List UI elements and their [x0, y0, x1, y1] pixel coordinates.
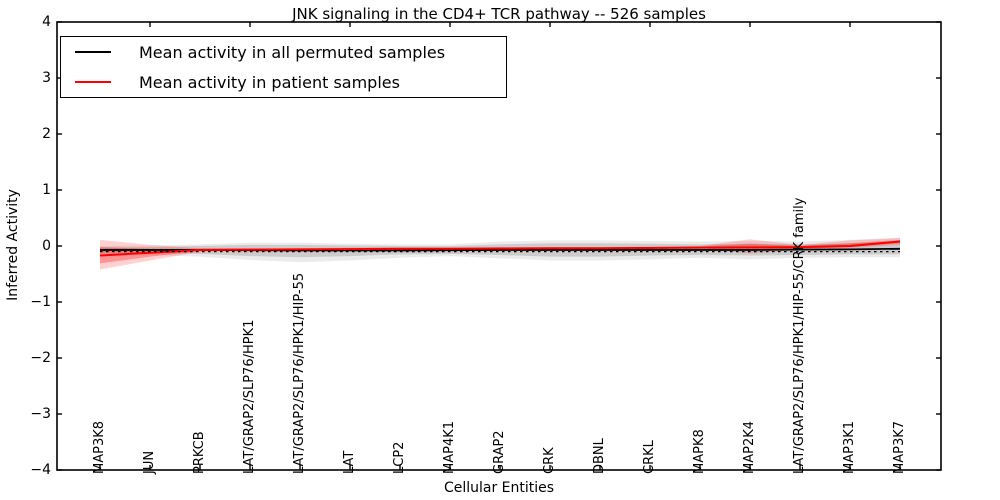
x-category-label: DBNL [592, 438, 607, 474]
x-category-label: LAT/GRAP2/SLP76/HPK1/HIP-55/CRK family [792, 197, 807, 474]
legend: Mean activity in all permuted samples Me… [60, 36, 507, 98]
x-category-label: MAP2K4 [742, 420, 757, 474]
x-category-label: JUN [142, 450, 157, 474]
x-category-label: MAP4K1 [442, 420, 457, 474]
y-tick-label: 3 [42, 70, 51, 86]
x-category-label: CRKL [642, 440, 657, 474]
x-category-label: PRKCB [192, 431, 207, 474]
y-tick-label: −1 [30, 294, 51, 310]
y-tick-label: 2 [42, 126, 51, 142]
y-tick-label: 4 [42, 14, 51, 30]
x-category-label: MAP3K1 [842, 420, 857, 474]
x-category-label: LAT/GRAP2/SLP76/HPK1/HIP-55 [292, 272, 307, 474]
legend-label-permuted: Mean activity in all permuted samples [139, 42, 446, 62]
y-tick-label: −3 [30, 406, 51, 422]
legend-item-patient: Mean activity in patient samples [61, 68, 506, 97]
y-tick-label: 1 [42, 182, 51, 198]
x-category-label: LAT/GRAP2/SLP76/HPK1 [242, 319, 257, 474]
confidence-band-outer-series1 [100, 238, 900, 270]
x-category-label: MAPK8 [692, 429, 707, 474]
x-category-label: CRK [542, 447, 557, 474]
legend-label-patient: Mean activity in patient samples [139, 72, 400, 92]
x-category-label: MAP3K8 [92, 420, 107, 474]
x-axis-label: Cellular Entities [443, 480, 555, 496]
x-category-label: MAP3K7 [892, 420, 907, 474]
y-tick-label: −2 [30, 350, 51, 366]
chart-title: JNK signaling in the CD4+ TCR pathway --… [292, 5, 706, 23]
patient-mean-line [99, 240, 901, 257]
patient-line-swatch-icon [75, 81, 111, 83]
legend-item-permuted: Mean activity in all permuted samples [61, 38, 506, 67]
x-category-label: LAT [342, 450, 357, 474]
permuted-line-swatch-icon [75, 51, 111, 53]
y-tick-label: 0 [42, 238, 51, 254]
x-category-label: LCP2 [392, 441, 407, 474]
x-category-label: GRAP2 [492, 430, 507, 474]
y-tick-label: −4 [30, 462, 51, 478]
